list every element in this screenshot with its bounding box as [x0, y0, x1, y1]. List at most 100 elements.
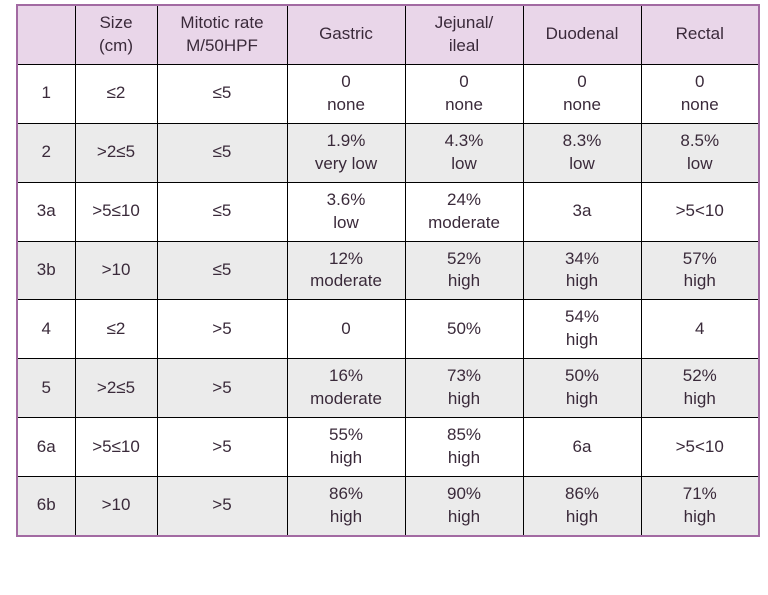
cell-jejunal: 0none: [405, 64, 523, 123]
cell-duodenal-value: 86%: [565, 484, 599, 503]
cell-rectal-value: 52%: [683, 366, 717, 385]
cell-size-value: ≤2: [107, 83, 126, 102]
cell-mitotic-value: ≤5: [213, 142, 232, 161]
cell-duodenal-value: 8.3%: [563, 131, 602, 150]
cell-size: >2≤5: [75, 359, 157, 418]
cell-gastric-qualifier: low: [333, 213, 359, 232]
cell-rectal-value: >5<10: [676, 201, 724, 220]
cell-rectal: 8.5%low: [641, 123, 759, 182]
cell-group-value: 3b: [37, 260, 56, 279]
cell-mitotic: >5: [157, 477, 287, 536]
cell-mitotic: >5: [157, 418, 287, 477]
cell-rectal-qualifier: high: [684, 507, 716, 526]
cell-group: 2: [17, 123, 75, 182]
cell-gastric-value: 3.6%: [327, 190, 366, 209]
cell-jejunal-value: 73%: [447, 366, 481, 385]
cell-rectal: >5<10: [641, 418, 759, 477]
cell-mitotic: >5: [157, 359, 287, 418]
cell-jejunal-value: 90%: [447, 484, 481, 503]
cell-duodenal-qualifier: high: [566, 389, 598, 408]
cell-group-value: 6b: [37, 495, 56, 514]
cell-group: 3a: [17, 182, 75, 241]
cell-group: 6a: [17, 418, 75, 477]
cell-gastric: 0: [287, 300, 405, 359]
table-row: 6b>10>586%high90%high86%high71%high: [17, 477, 759, 536]
cell-duodenal: 50%high: [523, 359, 641, 418]
cell-size: >10: [75, 477, 157, 536]
cell-gastric-qualifier: high: [330, 507, 362, 526]
cell-size: ≤2: [75, 64, 157, 123]
col-size: Size(cm): [75, 5, 157, 64]
cell-duodenal-value: 54%: [565, 307, 599, 326]
cell-duodenal: 8.3% low: [523, 123, 641, 182]
col-group: [17, 5, 75, 64]
cell-gastric-value: 1.9%: [327, 131, 366, 150]
cell-gastric-value: 12%: [329, 249, 363, 268]
cell-jejunal-value: 24%: [447, 190, 481, 209]
cell-jejunal: 73%high: [405, 359, 523, 418]
cell-rectal-qualifier: high: [684, 271, 716, 290]
cell-duodenal: 6a: [523, 418, 641, 477]
table-row: 2 >2≤5 ≤5 1.9%very low4.3%low 8.3% low 8.5%low: [17, 123, 759, 182]
cell-gastric-value: 0: [341, 72, 350, 91]
table-row: 3a >5≤10 ≤5 3.6% low 24% moderate 3a >5<10: [17, 182, 759, 241]
cell-rectal-value: 4: [695, 319, 704, 338]
cell-mitotic-value: >5: [212, 319, 231, 338]
cell-duodenal-qualifier: high: [566, 271, 598, 290]
cell-duodenal-value: 3a: [573, 201, 592, 220]
cell-gastric: 12% moderate: [287, 241, 405, 300]
cell-mitotic: >5: [157, 300, 287, 359]
header-row: Size(cm) Mitotic rateM/50HPF Gastric Jej…: [17, 5, 759, 64]
cell-rectal-value: 71%: [683, 484, 717, 503]
cell-rectal-value: 0: [695, 72, 704, 91]
cell-gastric: 16%moderate: [287, 359, 405, 418]
cell-duodenal-value: 6a: [573, 437, 592, 456]
cell-size: >5≤10: [75, 418, 157, 477]
table-body: 1≤2≤50none0none0none0none2>2≤5≤51.9%very…: [17, 64, 759, 536]
cell-group-value: 3a: [37, 201, 56, 220]
cell-size: >2≤5: [75, 123, 157, 182]
cell-size-value: >2≤5: [97, 142, 135, 161]
cell-group-value: 6a: [37, 437, 56, 456]
cell-group-value: 2: [42, 142, 51, 161]
cell-duodenal-qualifier: low: [569, 154, 595, 173]
cell-size-value: >5≤10: [92, 437, 140, 456]
cell-jejunal: 24% moderate: [405, 182, 523, 241]
cell-gastric: 0 none: [287, 64, 405, 123]
cell-size-value: >5≤10: [92, 201, 140, 220]
cell-group: 4: [17, 300, 75, 359]
cell-jejunal-value: 85%: [447, 425, 481, 444]
cell-duodenal: 86%high: [523, 477, 641, 536]
cell-size: >5≤10: [75, 182, 157, 241]
cell-gastric-qualifier: moderate: [310, 271, 382, 290]
cell-rectal-value: >5<10: [676, 437, 724, 456]
cell-jejunal-qualifier: high: [448, 448, 480, 467]
cell-mitotic: ≤5: [157, 241, 287, 300]
cell-size-value: ≤2: [107, 319, 126, 338]
cell-jejunal-qualifier: low: [451, 154, 477, 173]
table-row: 5 >2≤5>516%moderate73%high50%high 52% high: [17, 359, 759, 418]
cell-rectal-qualifier: none: [681, 95, 719, 114]
cell-group-value: 5: [42, 378, 51, 397]
cell-mitotic: ≤5: [157, 182, 287, 241]
cell-jejunal-qualifier: high: [448, 271, 480, 290]
col-duodenal: Duodenal: [523, 5, 641, 64]
cell-duodenal-qualifier: high: [566, 330, 598, 349]
cell-gastric: 1.9%very low: [287, 123, 405, 182]
cell-size: ≤2: [75, 300, 157, 359]
cell-jejunal-qualifier: high: [448, 507, 480, 526]
col-mitotic: Mitotic rateM/50HPF: [157, 5, 287, 64]
cell-jejunal: 4.3%low: [405, 123, 523, 182]
cell-mitotic-value: ≤5: [213, 201, 232, 220]
cell-rectal: 4: [641, 300, 759, 359]
cell-gastric-qualifier: none: [327, 95, 365, 114]
cell-jejunal: 52%high: [405, 241, 523, 300]
cell-jejunal-qualifier: moderate: [428, 213, 500, 232]
cell-jejunal-qualifier: none: [445, 95, 483, 114]
cell-duodenal-value: 34%: [565, 249, 599, 268]
cell-size-value: >10: [102, 260, 131, 279]
cell-mitotic-value: ≤5: [213, 260, 232, 279]
cell-duodenal: 0none: [523, 64, 641, 123]
cell-jejunal: 85% high: [405, 418, 523, 477]
cell-gastric-qualifier: moderate: [310, 389, 382, 408]
